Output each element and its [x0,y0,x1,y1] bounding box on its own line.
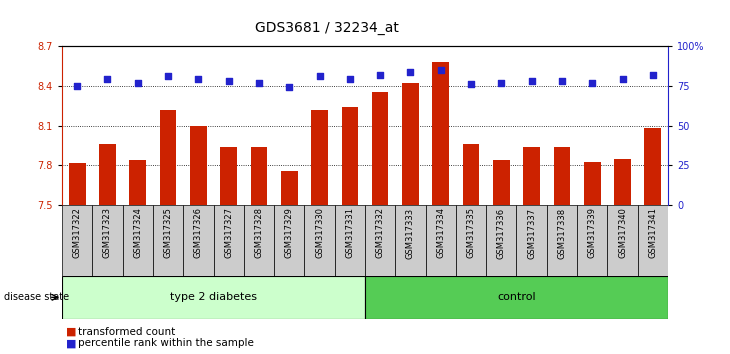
Bar [281,171,298,205]
Point [556,78,568,84]
Text: disease state: disease state [4,292,69,302]
Bar [638,205,668,276]
Bar [220,147,237,205]
Bar [93,205,123,276]
Bar [365,205,396,276]
Point [496,80,507,85]
Point [253,80,265,85]
Text: GSM317322: GSM317322 [73,207,82,258]
Bar [304,205,335,276]
Point [101,76,113,82]
Bar [553,147,570,205]
Text: GSM317332: GSM317332 [376,207,385,258]
Point [132,80,144,85]
Text: GSM317328: GSM317328 [255,207,264,258]
Text: GSM317339: GSM317339 [588,207,596,258]
Text: ■: ■ [66,338,76,348]
Bar [153,205,183,276]
Text: percentile rank within the sample: percentile rank within the sample [78,338,254,348]
Bar [523,147,540,205]
Bar [311,110,328,205]
Bar [335,205,365,276]
Text: GSM317324: GSM317324 [134,207,142,258]
Text: type 2 diabetes: type 2 diabetes [170,292,257,302]
Point [586,80,598,85]
Bar [486,205,517,276]
Text: GSM317340: GSM317340 [618,207,627,258]
Point [162,74,174,79]
Bar [250,147,267,205]
Text: transformed count: transformed count [78,327,175,337]
Point [344,76,356,82]
Text: GSM317336: GSM317336 [497,207,506,258]
Bar [365,276,668,319]
Bar [396,205,426,276]
Text: GSM317341: GSM317341 [648,207,657,258]
Point [435,67,447,73]
Text: GSM317329: GSM317329 [285,207,293,258]
Bar [372,92,388,205]
Point [526,78,537,84]
Point [193,76,204,82]
Bar [584,161,601,205]
Text: GDS3681 / 32234_at: GDS3681 / 32234_at [255,21,399,35]
Point [617,76,629,82]
Bar [244,205,274,276]
Point [283,85,295,90]
Point [404,69,416,74]
Point [314,74,326,79]
Text: GSM317335: GSM317335 [466,207,475,258]
Text: GSM317325: GSM317325 [164,207,172,258]
Point [465,81,477,87]
Text: GSM317338: GSM317338 [558,207,566,258]
Bar [342,107,358,205]
Text: GSM317337: GSM317337 [527,207,536,258]
Bar [463,144,480,205]
Text: ■: ■ [66,327,76,337]
Bar [214,205,244,276]
Text: GSM317327: GSM317327 [224,207,233,258]
Bar [62,205,93,276]
Bar [547,205,577,276]
Bar [99,144,116,205]
Bar [607,205,638,276]
Bar [183,205,214,276]
Bar [160,110,177,205]
Bar [274,205,304,276]
Text: GSM317333: GSM317333 [406,207,415,258]
Text: GSM317334: GSM317334 [437,207,445,258]
Text: control: control [497,292,536,302]
Point [374,72,386,78]
Point [72,83,83,89]
Text: GSM317330: GSM317330 [315,207,324,258]
Bar [129,160,146,205]
Bar [456,205,486,276]
Bar [123,205,153,276]
Bar [517,205,547,276]
Bar [577,205,607,276]
Bar [645,128,661,205]
Text: GSM317326: GSM317326 [194,207,203,258]
Bar [62,276,365,319]
Bar [432,62,449,205]
Point [647,72,658,78]
Text: GSM317323: GSM317323 [103,207,112,258]
Point [223,78,234,84]
Bar [426,205,456,276]
Bar [402,83,419,205]
Bar [493,160,510,205]
Bar [614,159,631,205]
Bar [69,163,85,205]
Bar [190,126,207,205]
Text: GSM317331: GSM317331 [345,207,354,258]
